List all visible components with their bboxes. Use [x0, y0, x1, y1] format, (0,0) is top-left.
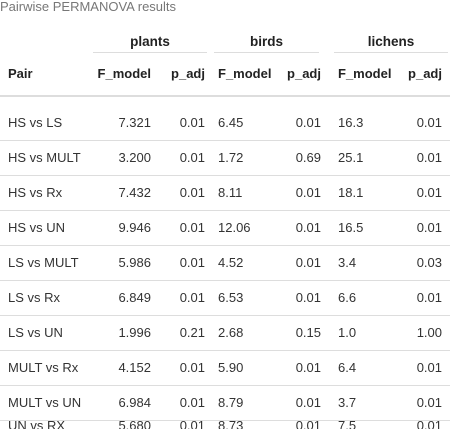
pair-cell: LS vs UN — [8, 325, 63, 340]
table-row: HS vs Rx 7.432 0.01 8.11 0.01 18.1 0.01 — [0, 176, 450, 211]
plants-p-adj-cell: 0.01 — [179, 185, 205, 200]
header-divider — [0, 95, 450, 97]
table-row: HS vs LS 7.321 0.01 6.45 0.01 16.3 0.01 — [0, 106, 450, 141]
plants-f-model-cell: 5.680 — [118, 421, 151, 429]
lichens-p-adj-cell: 0.01 — [416, 421, 442, 429]
table-row: HS vs UN 9.946 0.01 12.06 0.01 16.5 0.01 — [0, 211, 450, 246]
lichens-f-model-cell: 6.6 — [338, 290, 357, 305]
lichens-p-adj-cell: 0.01 — [416, 395, 442, 410]
birds-f-model-cell: 6.53 — [218, 290, 244, 305]
lichens-p-adj-cell: 0.01 — [416, 220, 442, 235]
table-row: LS vs UN 1.996 0.21 2.68 0.15 1.0 1.00 — [0, 316, 450, 351]
birds-f-model-cell: 8.79 — [218, 395, 244, 410]
table-row: LS vs Rx 6.849 0.01 6.53 0.01 6.6 0.01 — [0, 281, 450, 316]
lichens-f-model-cell: 1.0 — [338, 325, 357, 340]
birds-f-model-cell: 6.45 — [218, 115, 244, 130]
plants-p-adj-cell: 0.01 — [179, 421, 205, 429]
plants-p-adj-cell: 0.01 — [179, 395, 205, 410]
table-row: LS vs MULT 5.986 0.01 4.52 0.01 3.4 0.03 — [0, 246, 450, 281]
column-header-lichens-p-adj: p_adj — [408, 66, 442, 81]
column-header-birds-p-adj: p_adj — [287, 66, 321, 81]
birds-f-model-cell: 8.11 — [218, 185, 243, 200]
pair-cell: HS vs MULT — [8, 150, 81, 165]
plants-p-adj-cell: 0.01 — [179, 220, 205, 235]
birds-f-model-cell: 5.90 — [218, 360, 244, 375]
plants-f-model-cell: 1.996 — [118, 325, 151, 340]
plants-f-model-cell: 6.849 — [118, 290, 151, 305]
pair-cell: MULT vs Rx — [8, 360, 79, 375]
plants-f-model-cell: 6.984 — [118, 395, 151, 410]
plants-p-adj-cell: 0.21 — [179, 325, 205, 340]
lichens-p-adj-cell: 0.01 — [416, 360, 442, 375]
table-row: UN vs RX 5.680 0.01 8.73 0.01 7.5 0.01 — [0, 421, 450, 429]
lichens-f-model-cell: 3.7 — [338, 395, 357, 410]
plants-f-model-cell: 5.986 — [118, 255, 151, 270]
lichens-f-model-cell: 25.1 — [338, 150, 364, 165]
birds-p-adj-cell: 0.01 — [295, 421, 321, 429]
plants-p-adj-cell: 0.01 — [179, 360, 205, 375]
birds-f-model-cell: 8.73 — [218, 421, 244, 429]
pair-cell: LS vs MULT — [8, 255, 79, 270]
birds-p-adj-cell: 0.15 — [295, 325, 321, 340]
birds-p-adj-cell: 0.01 — [295, 115, 321, 130]
pair-cell: HS vs LS — [8, 115, 63, 130]
birds-f-model-cell: 2.68 — [218, 325, 244, 340]
lichens-f-model-cell: 6.4 — [338, 360, 357, 375]
lichens-f-model-cell: 16.5 — [338, 220, 364, 235]
birds-p-adj-cell: 0.01 — [295, 360, 321, 375]
lichens-p-adj-cell: 0.01 — [416, 115, 442, 130]
birds-f-model-cell: 12.06 — [218, 220, 251, 235]
plants-f-model-cell: 9.946 — [118, 220, 151, 235]
table-row: MULT vs UN 6.984 0.01 8.79 0.01 3.7 0.01 — [0, 386, 450, 421]
birds-p-adj-cell: 0.01 — [295, 185, 321, 200]
birds-f-model-cell: 1.72 — [218, 150, 244, 165]
birds-p-adj-cell: 0.01 — [295, 220, 321, 235]
plants-f-model-cell: 3.200 — [118, 150, 151, 165]
column-header-lichens-f-model: F_model — [338, 66, 392, 81]
plants-p-adj-cell: 0.01 — [179, 150, 205, 165]
lichens-f-model-cell: 18.1 — [338, 185, 364, 200]
plants-f-model-cell: 4.152 — [118, 360, 151, 375]
table-row: HS vs MULT 3.200 0.01 1.72 0.69 25.1 0.0… — [0, 141, 450, 176]
birds-p-adj-cell: 0.01 — [295, 255, 321, 270]
lichens-p-adj-cell: 0.01 — [416, 150, 442, 165]
table-caption: Pairwise PERMANOVA results — [0, 0, 177, 14]
group-header-birds: birds — [214, 32, 319, 53]
table-row: MULT vs Rx 4.152 0.01 5.90 0.01 6.4 0.01 — [0, 351, 450, 386]
plants-f-model-cell: 7.321 — [118, 115, 151, 130]
birds-p-adj-cell: 0.69 — [295, 150, 321, 165]
lichens-p-adj-cell: 0.01 — [416, 290, 442, 305]
lichens-p-adj-cell: 1.00 — [416, 325, 442, 340]
group-header-plants: plants — [93, 32, 207, 53]
column-header-plants-p-adj: p_adj — [171, 66, 205, 81]
group-header-lichens: lichens — [334, 32, 448, 53]
plants-p-adj-cell: 0.01 — [179, 255, 205, 270]
lichens-f-model-cell: 16.3 — [338, 115, 364, 130]
birds-p-adj-cell: 0.01 — [295, 395, 321, 410]
lichens-f-model-cell: 7.5 — [338, 421, 357, 429]
pair-cell: HS vs UN — [8, 220, 66, 235]
pair-cell: UN vs RX — [8, 421, 66, 429]
column-header-pair: Pair — [8, 66, 33, 81]
pair-cell: HS vs Rx — [8, 185, 63, 200]
plants-p-adj-cell: 0.01 — [179, 115, 205, 130]
lichens-p-adj-cell: 0.03 — [416, 255, 442, 270]
pair-cell: LS vs Rx — [8, 290, 61, 305]
lichens-f-model-cell: 3.4 — [338, 255, 357, 270]
column-header-plants-f-model: F_model — [97, 66, 151, 81]
plants-p-adj-cell: 0.01 — [179, 290, 205, 305]
birds-f-model-cell: 4.52 — [218, 255, 244, 270]
lichens-p-adj-cell: 0.01 — [416, 185, 442, 200]
plants-f-model-cell: 7.432 — [118, 185, 151, 200]
pair-cell: MULT vs UN — [8, 395, 82, 410]
birds-p-adj-cell: 0.01 — [295, 290, 321, 305]
column-header-birds-f-model: F_model — [218, 66, 272, 81]
